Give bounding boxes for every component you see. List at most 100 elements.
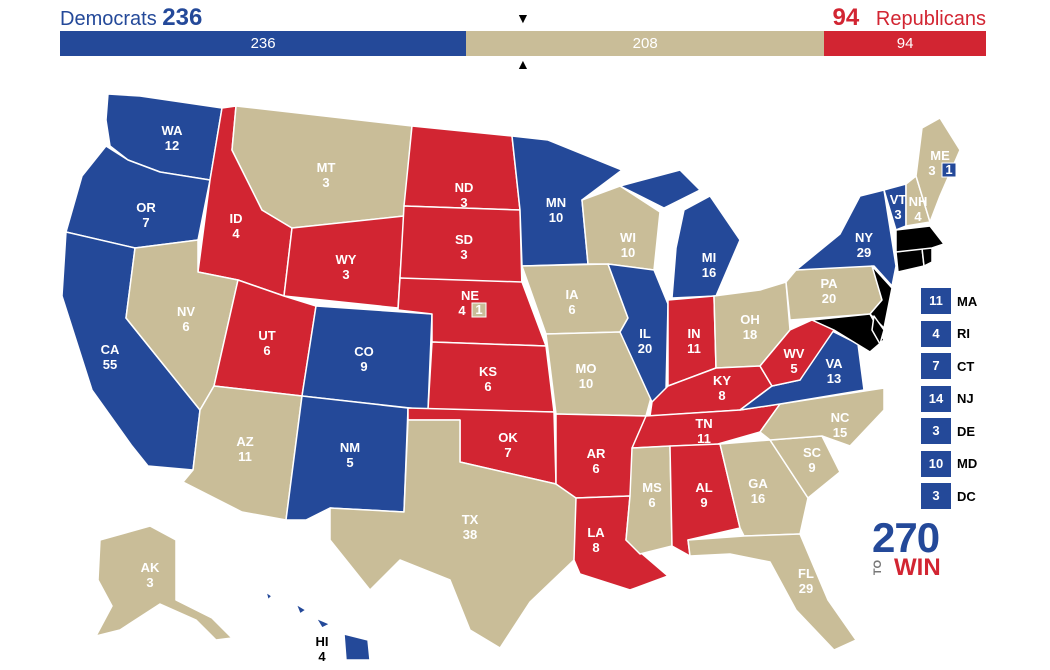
state-DE[interactable] (871, 315, 885, 345)
state-ev-AL: 9 (700, 495, 707, 510)
state-ev-ID: 4 (232, 226, 240, 241)
state-ev-AR: 6 (592, 461, 599, 476)
state-label-OK: OK (498, 430, 518, 445)
state-label-NE: NE (461, 288, 479, 303)
state-ev-CO: 9 (360, 359, 367, 374)
democrats-header: Democrats 236 (60, 4, 202, 32)
state-ev-FL: 29 (799, 581, 813, 596)
state-ev-AZ: 11 (238, 449, 252, 464)
state-label-NY: NY (855, 230, 873, 245)
state-label-NC: NC (831, 410, 850, 425)
ne-box-RI[interactable]: 4 (920, 319, 952, 348)
state-ev-IA: 6 (568, 302, 575, 317)
ne-row-DE[interactable]: 3 DE (920, 417, 975, 445)
state-NY[interactable] (795, 189, 897, 287)
state-label-AL: AL (695, 480, 712, 495)
state-MA[interactable] (895, 225, 945, 253)
state-ev-WA: 12 (165, 138, 179, 153)
state-label-OH: OH (740, 312, 760, 327)
state-RI[interactable] (921, 247, 933, 267)
state-ev-ND: 3 (460, 195, 467, 210)
state-label-MS: MS (642, 480, 662, 495)
state-label-MT: MT (317, 160, 336, 175)
state-ev-NC: 15 (833, 425, 847, 440)
logo-win: WIN (894, 554, 941, 581)
state-ev-KS: 6 (484, 379, 491, 394)
ne-row-RI[interactable]: 4 RI (920, 319, 970, 348)
state-ev-ME: 3 (928, 163, 935, 178)
republicans-label: Republicans (875, 8, 986, 30)
ne-box-CT[interactable]: 7 (920, 352, 952, 380)
state-ev-MS: 6 (648, 495, 655, 510)
ne-row-NJ[interactable]: 14 NJ (920, 384, 974, 413)
state-ev-NE: 4 (458, 303, 466, 318)
state-ev-IL: 20 (638, 341, 652, 356)
ne-row-MD[interactable]: 10 MD (920, 449, 977, 478)
state-MO[interactable] (545, 331, 653, 417)
state-ev-WV: 5 (790, 361, 797, 376)
state-TX[interactable] (329, 419, 579, 649)
ne-box-DC[interactable]: 3 (920, 482, 952, 510)
state-AK[interactable] (95, 525, 233, 641)
logo-number: 270 (872, 514, 940, 561)
district-box-NE[interactable] (471, 302, 487, 318)
state-label-UT: UT (258, 328, 275, 343)
state-ev-MO: 10 (579, 376, 593, 391)
state-label-AK: AK (141, 560, 160, 575)
state-label-ID: ID (230, 211, 243, 226)
state-FL[interactable] (687, 533, 857, 651)
state-MD[interactable] (811, 313, 885, 353)
state-label-MO: MO (576, 361, 597, 376)
state-label-CO: CO (354, 344, 374, 359)
state-ev-OR: 7 (142, 215, 149, 230)
state-label-MI: MI (702, 250, 716, 265)
electoral-vote-bar: 236 208 94 (60, 31, 986, 56)
state-ME[interactable] (915, 117, 961, 223)
state-ev-NM: 5 (346, 455, 353, 470)
state-label-TX: TX (462, 512, 479, 527)
bar-republican-segment: 94 (824, 31, 986, 56)
state-ev-OK: 7 (504, 445, 511, 460)
state-ev-PA: 20 (822, 291, 836, 306)
state-ev-TX: 38 (463, 527, 477, 542)
state-label-KS: KS (479, 364, 497, 379)
state-label-WI: WI (620, 230, 636, 245)
up-arrow-icon: ▲ (516, 56, 530, 72)
state-label-MN: MN (546, 195, 566, 210)
state-HI[interactable] (265, 591, 371, 661)
ne-row-CT[interactable]: 7 CT (920, 352, 974, 380)
state-ev-AK: 3 (146, 575, 153, 590)
ne-box-NJ[interactable]: 14 (920, 384, 952, 413)
state-ev-NH: 4 (914, 209, 922, 224)
ne-box-DE[interactable]: 3 (920, 417, 952, 445)
bar-tossup-segment: 208 (466, 31, 825, 56)
ne-row-MA[interactable]: 11 MA (920, 287, 977, 315)
state-label-CA: CA (101, 342, 120, 357)
state-ev-TN: 11 (697, 431, 711, 446)
state-label-IL: IL (639, 326, 651, 341)
state-label-TN: TN (695, 416, 712, 431)
ne-abbr-NJ: NJ (957, 391, 974, 406)
logo-to: TO (872, 560, 884, 576)
state-ev-GA: 16 (751, 491, 765, 506)
270towin-logo: 270 TO WIN (872, 514, 941, 580)
ne-box-MD[interactable]: 10 (920, 449, 952, 478)
ne-row-DC[interactable]: 3 DC (920, 482, 976, 510)
state-ev-UT: 6 (263, 343, 270, 358)
ne-box-MA[interactable]: 11 (920, 287, 952, 315)
state-ev-MT: 3 (322, 175, 329, 190)
state-ev-WI: 10 (621, 245, 635, 260)
state-label-HI: HI (316, 634, 329, 649)
state-label-OR: OR (136, 200, 156, 215)
state-label-KY: KY (713, 373, 731, 388)
democrats-label: Democrats (60, 8, 157, 30)
state-ev-CA: 55 (103, 357, 117, 372)
district-box-ME[interactable] (941, 162, 957, 178)
republicans-header: 94 Republicans (833, 4, 986, 32)
state-ev-WY: 3 (342, 267, 349, 282)
state-label-VA: VA (825, 356, 843, 371)
state-ev-KY: 8 (718, 388, 725, 403)
democrats-total: 236 (162, 4, 203, 31)
state-ev-NY: 29 (857, 245, 871, 260)
